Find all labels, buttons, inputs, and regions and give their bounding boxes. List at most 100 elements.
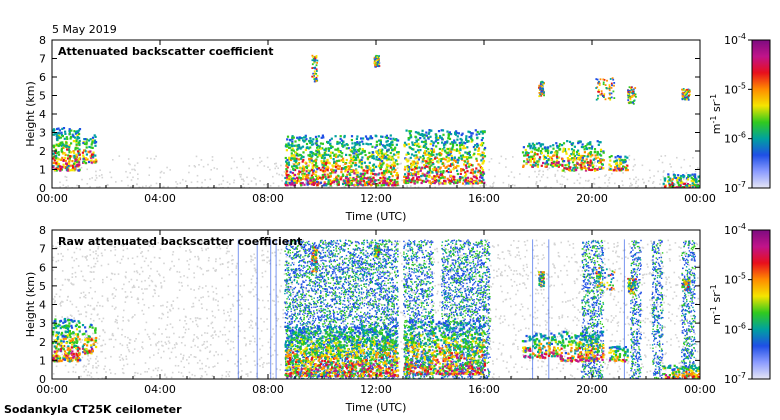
noise-speck	[151, 280, 154, 283]
backscatter-cell	[330, 137, 333, 140]
backscatter-cell	[678, 179, 681, 182]
backscatter-cell	[441, 141, 444, 144]
backscatter-cell	[622, 165, 625, 168]
backscatter-cell	[57, 164, 60, 168]
noise-speck	[341, 292, 344, 294]
backscatter-cell	[442, 171, 445, 174]
noise-speck	[566, 274, 569, 276]
backscatter-cell	[686, 183, 690, 186]
backscatter-cell	[347, 182, 350, 185]
backscatter-cell	[83, 142, 86, 145]
backscatter-cell	[597, 143, 600, 146]
backscatter-cell	[464, 146, 467, 150]
noise-speck	[187, 284, 189, 287]
noise-speck	[195, 319, 197, 322]
backscatter-cell	[314, 173, 317, 176]
noise-speck	[254, 178, 257, 180]
noise-speck	[330, 241, 332, 243]
backscatter-cell	[673, 174, 677, 177]
backscatter-cell	[53, 159, 56, 162]
backscatter-cell	[301, 145, 305, 148]
backscatter-cell	[433, 176, 436, 179]
noise-speck	[97, 254, 99, 257]
backscatter-cell	[556, 146, 559, 149]
backscatter-cell	[459, 147, 462, 150]
backscatter-cell	[598, 166, 601, 169]
backscatter-cell	[327, 149, 330, 152]
backscatter-cell	[409, 172, 412, 176]
backscatter-cell	[65, 141, 68, 144]
backscatter-cell	[387, 157, 390, 160]
noise-speck	[490, 286, 493, 288]
backscatter-cell	[384, 181, 387, 184]
backscatter-cell	[415, 164, 418, 167]
backscatter-cell	[438, 179, 441, 182]
backscatter-cell	[621, 158, 624, 162]
noise-speck	[150, 267, 152, 270]
noise-speck	[254, 269, 257, 272]
noise-speck	[459, 290, 462, 292]
noise-speck	[652, 323, 654, 325]
backscatter-cell	[435, 175, 439, 178]
backscatter-cell	[568, 167, 571, 170]
backscatter-cell	[68, 146, 71, 149]
noise-speck	[669, 304, 671, 306]
backscatter-cell	[325, 147, 328, 150]
backscatter-cell	[363, 182, 366, 185]
noise-speck	[54, 295, 56, 298]
noise-speck	[71, 276, 74, 278]
noise-speck	[383, 320, 385, 322]
backscatter-cell	[467, 130, 470, 133]
noise-speck	[370, 175, 372, 177]
noise-speck	[127, 349, 130, 351]
backscatter-cell	[316, 155, 319, 158]
noise-speck	[643, 282, 646, 284]
noise-speck	[162, 313, 165, 316]
backscatter-cell	[67, 168, 70, 171]
noise-speck	[619, 340, 622, 342]
backscatter-cell	[375, 140, 378, 143]
backscatter-cell	[629, 91, 632, 93]
backscatter-cell	[60, 147, 63, 150]
backscatter-cell	[425, 177, 428, 180]
backscatter-cell	[464, 178, 468, 181]
backscatter-cell	[321, 147, 324, 150]
noise-speck	[281, 174, 284, 177]
noise-speck	[657, 170, 659, 173]
noise-speck	[275, 162, 277, 165]
noise-speck	[395, 241, 397, 243]
backscatter-cell	[325, 168, 328, 171]
backscatter-cell	[326, 173, 329, 176]
backscatter-cell	[435, 156, 439, 159]
backscatter-cell	[364, 169, 367, 172]
backscatter-cell	[578, 158, 581, 161]
noise-speck	[88, 374, 91, 377]
backscatter-cell	[475, 157, 478, 160]
backscatter-cell	[305, 146, 308, 149]
noise-speck	[196, 174, 199, 177]
noise-speck	[632, 165, 635, 168]
backscatter-cell	[596, 86, 599, 89]
backscatter-cell	[73, 151, 76, 154]
backscatter-cell	[468, 131, 471, 134]
noise-speck	[201, 181, 203, 184]
backscatter-cell	[386, 154, 389, 157]
noise-speck	[344, 186, 346, 188]
noise-speck	[274, 349, 276, 352]
backscatter-cell	[583, 148, 586, 151]
noise-speck	[123, 372, 125, 375]
noise-speck	[664, 368, 667, 371]
noise-speck	[608, 176, 611, 179]
backscatter-cell	[404, 173, 407, 176]
backscatter-cell	[317, 149, 320, 152]
backscatter-cell	[429, 161, 432, 164]
backscatter-cell	[346, 183, 349, 186]
noise-speck	[213, 331, 216, 333]
backscatter-cell	[483, 155, 487, 158]
backscatter-cell	[430, 151, 434, 154]
backscatter-cell	[596, 152, 599, 155]
backscatter-cell	[350, 182, 353, 185]
noise-speck	[52, 298, 55, 300]
backscatter-cell	[542, 83, 545, 85]
backscatter-cell	[582, 163, 585, 166]
